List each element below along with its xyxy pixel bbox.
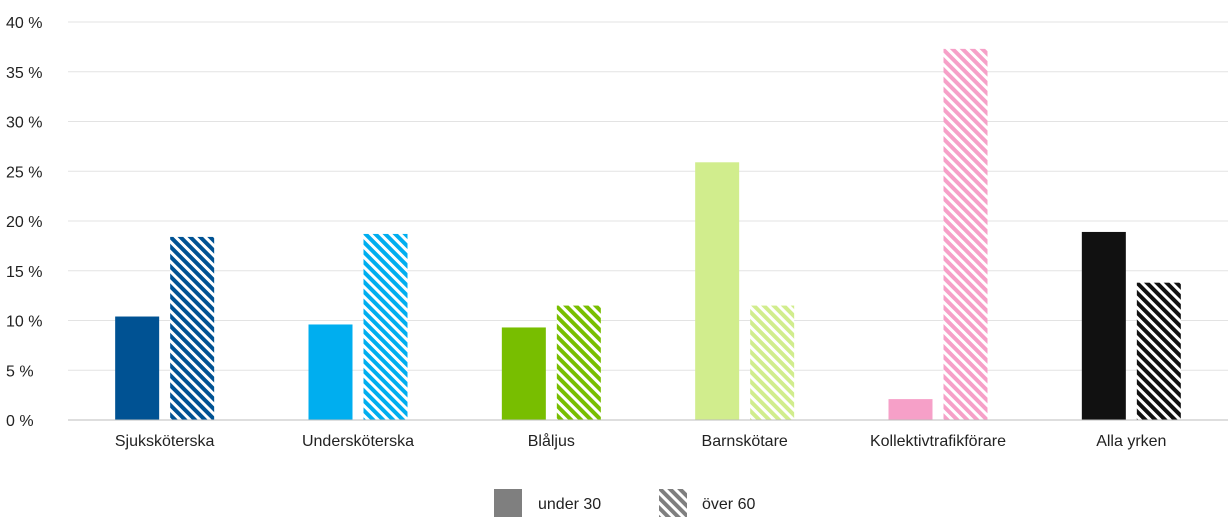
bar-under-30-3 xyxy=(695,162,740,421)
x-tick-label: Undersköterska xyxy=(302,433,414,450)
y-tick-label: 10 % xyxy=(6,314,42,331)
y-tick-label: 20 % xyxy=(6,214,42,231)
bar-over-60-0 xyxy=(170,236,215,420)
bar-over-60-4 xyxy=(943,48,988,421)
y-tick-label: 5 % xyxy=(6,363,34,380)
legend-swatch-under-30 xyxy=(494,489,522,517)
x-axis-ticks: Sjuksköterska Undersköterska Blåljus Barnsk… xyxy=(115,432,1167,450)
legend-label-over-60: över 60 xyxy=(702,496,755,513)
grid xyxy=(68,21,1228,371)
bar-under-30-0 xyxy=(115,316,160,420)
x-tick-label: Blåljus xyxy=(528,432,575,450)
bar-under-30-1 xyxy=(308,324,353,420)
x-tick-label: Alla yrken xyxy=(1096,433,1166,450)
bar-over-60-3 xyxy=(750,305,795,420)
y-tick-label: 30 % xyxy=(6,115,42,132)
bar-over-60-2 xyxy=(556,305,601,420)
x-tick-label: Sjuksköterska xyxy=(115,433,215,450)
y-axis-ticks: 0 % 5 % 10 % 15 % 20 % 25 % 30 % 35 % 40 % xyxy=(6,15,42,430)
bar-under-30-2 xyxy=(501,327,546,420)
bars xyxy=(115,48,1181,421)
y-tick-label: 0 % xyxy=(6,413,34,430)
bar-over-60-1 xyxy=(363,233,408,420)
legend-label-under-30: under 30 xyxy=(538,496,601,513)
legend: under 30 över 60 xyxy=(494,489,755,517)
bar-under-30-4 xyxy=(888,399,933,420)
y-tick-label: 35 % xyxy=(6,65,42,82)
bar-under-30-5 xyxy=(1081,231,1126,420)
y-tick-label: 25 % xyxy=(6,164,42,181)
y-tick-label: 40 % xyxy=(6,15,42,32)
legend-swatch-over-60 xyxy=(659,489,687,517)
x-tick-label: Kollektivtrafikförare xyxy=(870,433,1006,450)
x-tick-label: Barnskötare xyxy=(702,433,788,450)
bar-over-60-5 xyxy=(1136,282,1181,420)
y-tick-label: 15 % xyxy=(6,264,42,281)
